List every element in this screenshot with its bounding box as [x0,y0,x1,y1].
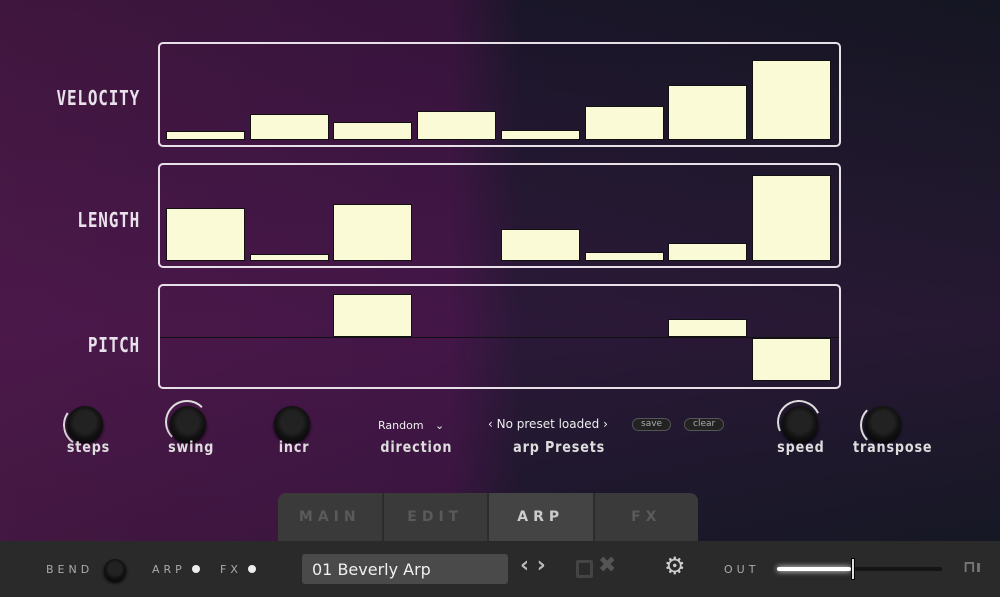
prev-preset-icon[interactable]: ‹ [488,417,493,431]
speed-label: speed [777,438,825,456]
brand-logo: ⊓ı [963,557,982,576]
direction-value: Random [378,419,424,432]
transpose-label: transpose [853,438,933,456]
step-bar[interactable] [333,121,413,140]
direction-dropdown[interactable]: Random ⌄ [378,419,444,432]
bend-label: BEND [46,563,94,576]
velocity-editor[interactable] [158,42,841,147]
arp-presets-label: arp Presets [513,438,606,456]
tab-edit[interactable]: EDIT [384,493,489,541]
preset-selector: ‹ No preset loaded › [488,417,608,431]
clear-button[interactable]: clear [684,418,725,431]
transpose-knob[interactable] [865,406,901,442]
step-bar[interactable] [751,338,831,382]
preset-name: No preset loaded [496,417,600,431]
pitch-editor[interactable] [158,284,841,389]
prev-next-preset: ‹ › [520,553,546,578]
step-bar[interactable] [668,84,748,140]
bottom-bar: BEND ARP FX 01 Beverly Arp ‹ › ✖ ⚙ OUT ⊓… [0,541,1000,597]
settings-gear-icon[interactable]: ⚙ [664,552,686,580]
incr-knob[interactable] [274,406,310,442]
tab-fx[interactable]: FX [631,509,662,525]
step-bar[interactable] [668,242,748,261]
chevron-down-icon: ⌄ [435,419,445,432]
fx-label: FX [220,563,242,576]
arp-label: ARP [152,563,186,576]
step-bar[interactable] [166,131,245,140]
step-bar[interactable] [584,105,664,140]
arp-toggle[interactable]: ARP [152,563,200,576]
arp-indicator [191,565,200,573]
length-label: LENGTH [77,208,140,232]
fx-toggle[interactable]: FX [220,563,256,576]
length-editor[interactable] [158,163,841,268]
swing-label: swing [168,438,215,456]
fx-indicator [247,565,256,573]
step-bar[interactable] [249,114,329,140]
save-icon[interactable] [576,560,593,578]
step-bar[interactable] [751,60,831,140]
background [0,0,1000,541]
incr-label: incr [278,438,310,456]
next-preset-icon[interactable]: › [603,417,608,431]
steps-label: steps [66,438,111,456]
step-bar[interactable] [333,204,413,261]
save-button[interactable]: save [632,418,672,431]
swing-knob-ring [165,400,209,444]
preset-name-display[interactable]: 01 Beverly Arp [302,554,508,584]
step-bar[interactable] [333,293,413,337]
bend-knob[interactable] [104,559,126,581]
direction-label: direction [380,438,453,456]
step-bar[interactable] [166,207,245,261]
zero-line [160,337,839,338]
step-bar[interactable] [584,251,664,261]
step-bar[interactable] [500,228,580,261]
out-slider-thumb[interactable] [851,558,856,580]
speed-knob[interactable] [782,406,818,442]
tab-bar: MAIN EDIT ARP FX [278,493,698,541]
out-slider-fill [777,567,852,571]
chevron-right-icon[interactable]: › [536,553,546,578]
out-label: OUT [724,563,760,576]
step-bar[interactable] [249,254,329,261]
step-bar[interactable] [500,129,580,140]
transpose-knob-ring [860,403,904,447]
tab-arp[interactable]: ARP [489,493,595,541]
delete-icon[interactable]: ✖ [598,553,617,578]
out-slider[interactable] [777,558,942,580]
pitch-label: PITCH [87,333,140,357]
chevron-left-icon[interactable]: ‹ [520,553,530,578]
steps-knob[interactable] [67,406,103,442]
tab-main[interactable]: MAIN [278,493,384,541]
step-bar[interactable] [417,110,497,140]
velocity-label: VELOCITY [56,86,140,110]
step-bar[interactable] [751,174,831,261]
step-bar[interactable] [668,318,748,337]
swing-knob[interactable] [170,406,206,442]
